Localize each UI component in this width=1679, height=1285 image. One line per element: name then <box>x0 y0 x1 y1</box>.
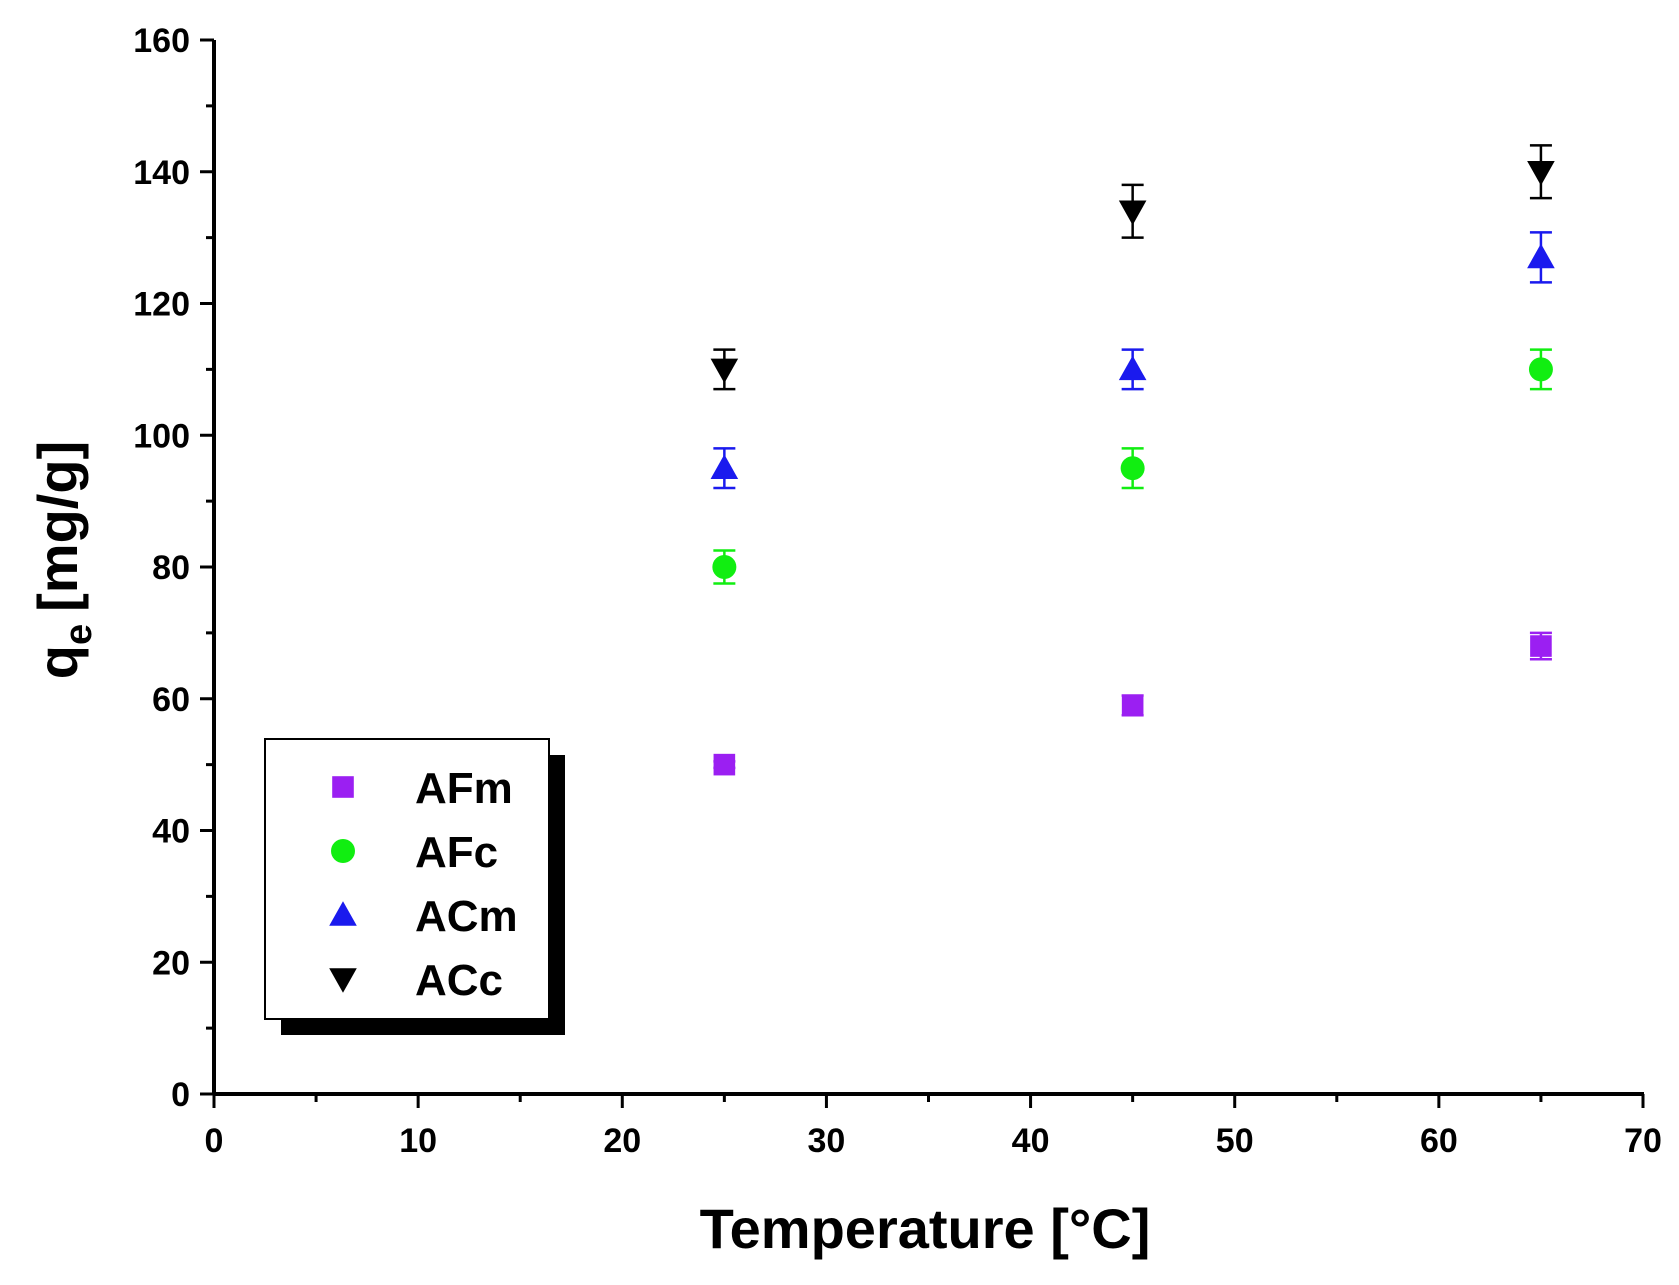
y-axis-title-unit: [mg/g] <box>26 441 89 612</box>
x-tick-label: 50 <box>1216 1122 1254 1160</box>
y-tick-label: 140 <box>133 154 190 192</box>
y-tick-label: 160 <box>133 22 190 60</box>
ticks: 0 20 40 60 80 100 120 140 160 0 10 20 30 40 50 60 70 <box>133 22 1662 1160</box>
y-tick-label: 120 <box>133 286 190 324</box>
data-point-acc <box>1527 160 1555 186</box>
legend-marker-acm <box>329 901 357 926</box>
legend-label-afc: AFc <box>415 828 498 877</box>
data-point-afc <box>1528 357 1553 382</box>
y-tick-label: 40 <box>152 813 190 851</box>
y-tick-label: 100 <box>133 417 190 455</box>
legend: AFm AFc ACm ACc <box>264 738 565 1035</box>
y-tick-label: 0 <box>171 1076 190 1114</box>
y-axis-title: qe [mg/g] <box>26 441 100 679</box>
x-tick-label: 60 <box>1420 1122 1458 1160</box>
data-point-afm <box>1530 635 1552 657</box>
x-tick-label: 70 <box>1624 1122 1662 1160</box>
x-tick-label: 30 <box>808 1122 846 1160</box>
y-tick-label: 80 <box>152 549 190 587</box>
legend-label-acc: ACc <box>415 956 503 1005</box>
x-axis-title: Temperature [°C] <box>700 1197 1151 1260</box>
data-point-acm <box>1118 355 1147 381</box>
data-point-afc <box>1120 456 1145 481</box>
x-tick-label: 0 <box>205 1122 224 1160</box>
data-point-acc <box>710 358 739 384</box>
data-point-acm <box>710 454 739 479</box>
y-tick-label: 60 <box>152 681 190 719</box>
data-point-acc <box>1118 200 1147 226</box>
y-tick-label: 20 <box>152 944 190 982</box>
data-point-afm <box>1121 694 1144 717</box>
y-axis-title-q: q <box>26 645 89 679</box>
legend-marker-acc <box>329 968 357 993</box>
data-point-afm <box>713 753 736 776</box>
legend-label-acm: ACm <box>415 892 518 941</box>
x-tick-label: 40 <box>1012 1122 1050 1160</box>
legend-box <box>264 738 550 1020</box>
y-axis-title-subscript: e <box>58 624 100 645</box>
x-tick-label: 20 <box>603 1122 641 1160</box>
legend-marker-afc <box>331 839 355 863</box>
legend-marker-afm <box>332 776 354 798</box>
data-point-afc <box>712 555 737 579</box>
data-point-acm <box>1527 243 1555 269</box>
legend-label-afm: AFm <box>415 764 513 813</box>
x-tick-label: 10 <box>399 1122 437 1160</box>
data-markers <box>710 144 1555 776</box>
